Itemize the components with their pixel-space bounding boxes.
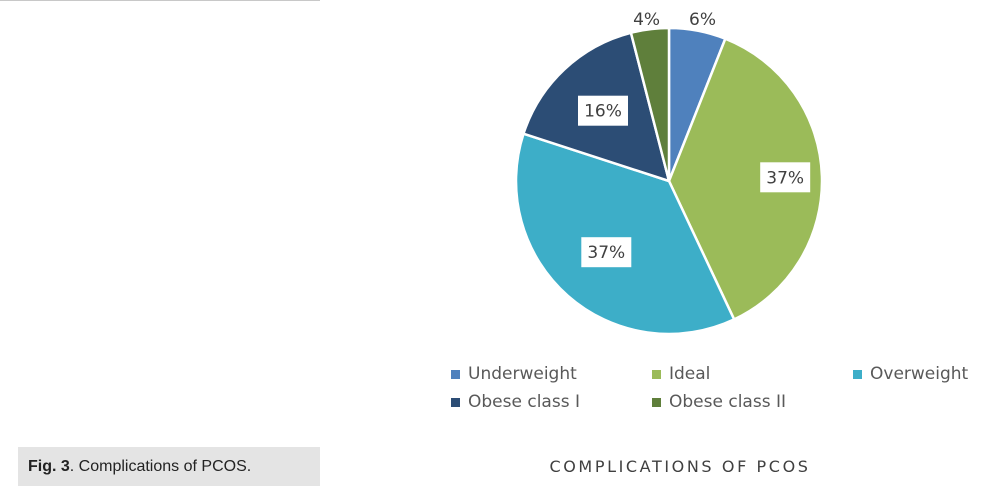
data-label-overweight: 37% bbox=[581, 237, 632, 268]
legend-swatch bbox=[451, 369, 460, 379]
legend-item-ideal: Ideal bbox=[652, 363, 710, 385]
data-label-text: 37% bbox=[587, 243, 625, 263]
data-label-box bbox=[581, 237, 632, 268]
legend-item-obese-class-ii: Obese class II bbox=[652, 391, 786, 413]
data-label-text: 6% bbox=[689, 10, 716, 30]
data-label-box bbox=[578, 95, 628, 126]
legend-swatch bbox=[853, 369, 862, 379]
chart-title: COMPLICATIONS OF PCOS bbox=[549, 457, 811, 476]
pie-slice-obese-class-ii bbox=[629, 26, 671, 182]
data-label-text: 4% bbox=[633, 10, 660, 30]
legend-swatch bbox=[652, 369, 661, 379]
data-label-box bbox=[760, 162, 811, 193]
legend-item-underweight: Underweight bbox=[451, 363, 577, 385]
figure-caption: Fig. 3 . Complications of PCOS. bbox=[18, 447, 320, 486]
figure-caption-text: . Complications of PCOS. bbox=[69, 457, 252, 475]
legend-label: Obese class I bbox=[468, 392, 580, 412]
data-label-obese-class-i: 16% bbox=[578, 95, 628, 126]
legend-label: Overweight bbox=[870, 364, 969, 384]
data-label-underweight: 6% bbox=[689, 10, 716, 30]
data-label-text: 16% bbox=[584, 102, 622, 122]
legend-item-obese-class-i: Obese class I bbox=[451, 391, 580, 413]
data-label-ideal: 37% bbox=[760, 162, 811, 193]
legend-swatch bbox=[451, 397, 460, 407]
pie-chart: 6% 37% 37% 16% 4% bbox=[514, 10, 824, 336]
data-label-text: 37% bbox=[766, 168, 804, 188]
legend-label: Obese class II bbox=[669, 392, 786, 412]
data-label-obese-class-ii: 4% bbox=[633, 10, 660, 30]
top-divider bbox=[0, 0, 320, 1]
pie-slice-ideal bbox=[667, 37, 824, 322]
legend-item-overweight: Overweight bbox=[853, 363, 968, 385]
pie-slice-overweight bbox=[514, 132, 736, 336]
legend-label: Ideal bbox=[669, 364, 711, 384]
legend-label: Underweight bbox=[468, 364, 577, 384]
figure-label: Fig. 3 bbox=[28, 457, 70, 475]
legend-swatch bbox=[652, 397, 661, 407]
